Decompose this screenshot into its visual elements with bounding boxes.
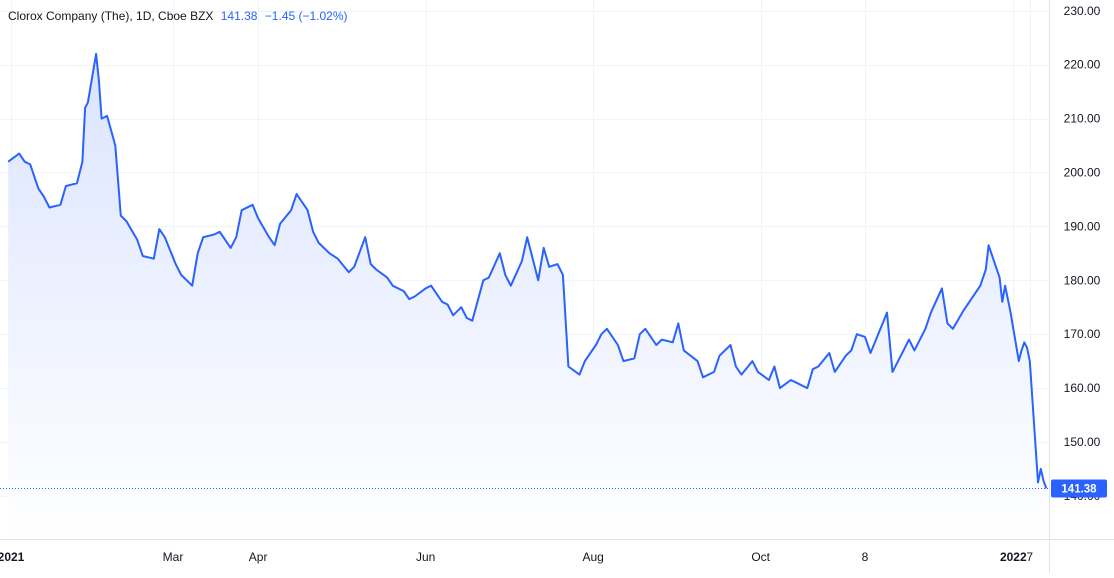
x-tick-label: Mar	[163, 550, 184, 564]
last-price-label-text: 141.38	[1061, 484, 1097, 496]
x-tick-label: Apr	[249, 550, 268, 564]
time-axis[interactable]: 2021 Mar Apr Jun Aug Oct 8 2022 7	[0, 550, 1033, 564]
x-tick-label: Aug	[582, 550, 603, 564]
x-tick-label: 7	[1026, 550, 1033, 564]
x-tick-label: 2022	[1000, 550, 1027, 564]
y-tick-label: 150.00	[1064, 435, 1101, 449]
x-tick-label: Oct	[751, 550, 770, 564]
price-area-fill	[8, 53, 1047, 540]
y-tick-label: 220.00	[1064, 58, 1101, 72]
last-price: 141.38	[220, 9, 258, 23]
y-tick-label: 190.00	[1064, 219, 1101, 233]
y-tick-label: 180.00	[1064, 273, 1101, 287]
y-tick-label: 160.00	[1064, 381, 1101, 395]
last-price-label-bg	[1051, 479, 1107, 498]
y-tick-label: 210.00	[1064, 112, 1101, 126]
price-axis[interactable]: 140.00150.00160.00170.00180.00190.00200.…	[1064, 4, 1101, 503]
y-tick-label: 170.00	[1064, 327, 1101, 341]
x-tick-label: Jun	[416, 550, 435, 564]
last-price-label: 141.38	[1051, 479, 1107, 498]
x-tick-label: 8	[862, 550, 869, 564]
price-change: −1.45 (−1.02%)	[264, 9, 348, 23]
chart-legend: Clorox Company (The), 1D, Cboe BZX 141.3…	[8, 9, 352, 23]
x-tick-label: 2021	[0, 550, 25, 564]
price-line	[7, 52, 1048, 489]
symbol-title: Clorox Company (The), 1D, Cboe BZX	[8, 9, 214, 23]
y-tick-label: 230.00	[1064, 4, 1101, 18]
y-tick-label: 200.00	[1064, 165, 1101, 179]
